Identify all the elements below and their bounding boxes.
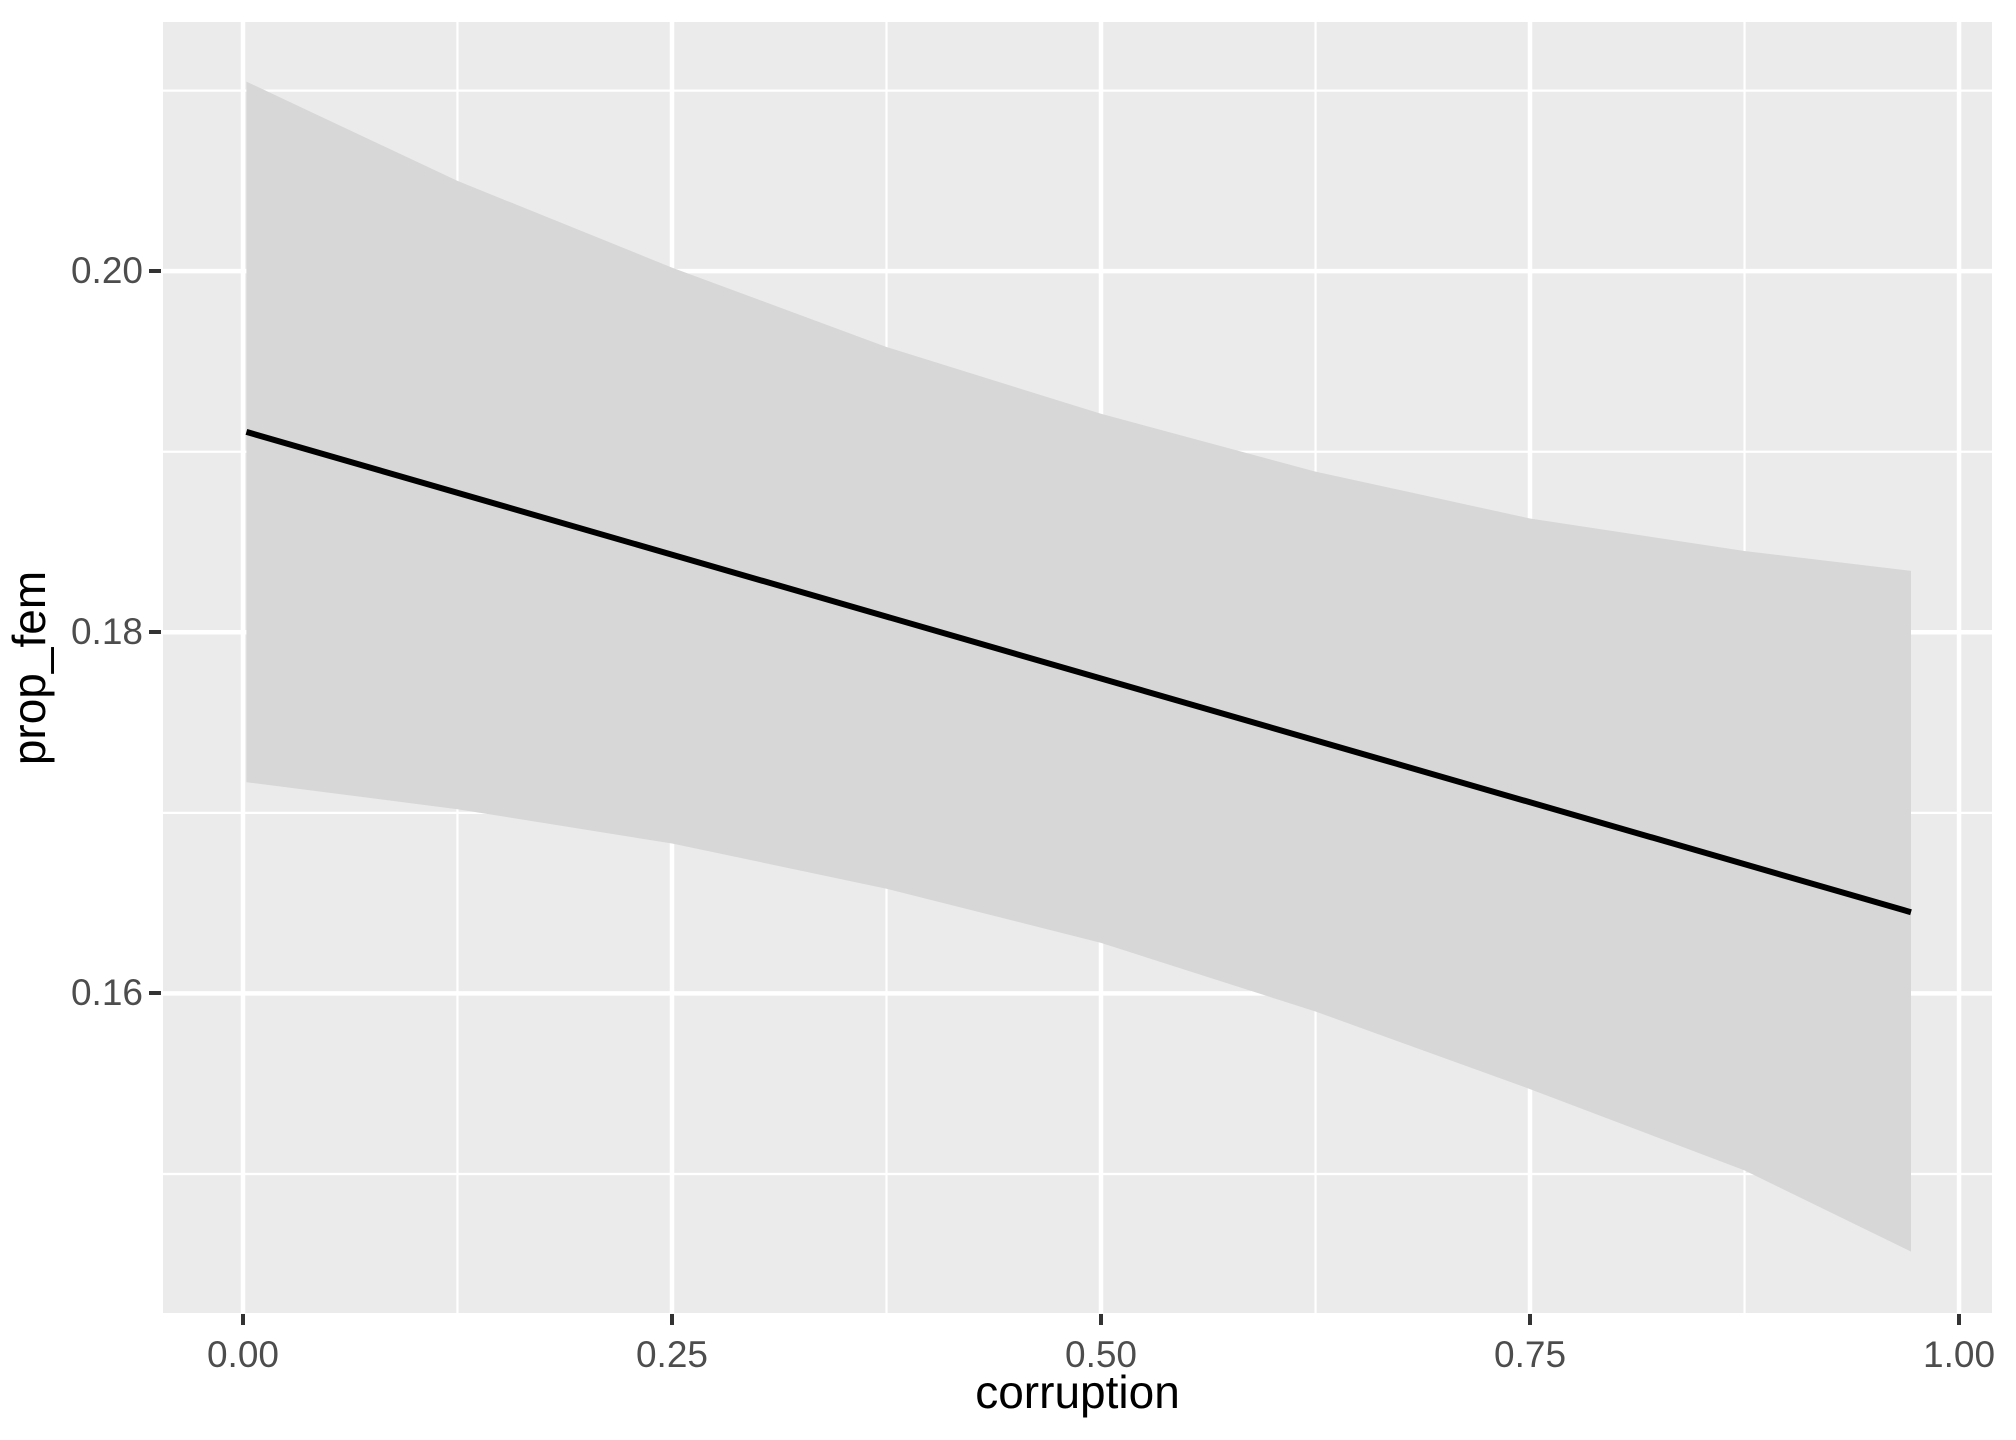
plot-panel (163, 22, 1992, 1313)
y-tick-mark (149, 630, 161, 635)
y-tick-mark (149, 269, 161, 274)
y-tick-label: 0.20 (70, 250, 143, 292)
regression-line (245, 429, 1912, 916)
x-tick-mark (1957, 1314, 1962, 1325)
x-tick-mark (1099, 1314, 1103, 1325)
x-tick-label: 0.00 (206, 1334, 279, 1375)
y-tick-label: 0.16 (70, 972, 143, 1014)
x-tick-mark (240, 1314, 245, 1325)
x-tick-label: 0.75 (1494, 1334, 1567, 1375)
confidence-ribbon (246, 81, 1911, 1252)
x-tick-mark (1528, 1314, 1533, 1325)
x-tick-label: 0.25 (635, 1334, 708, 1375)
x-tick-label: 0.50 (1064, 1334, 1138, 1375)
x-tick-label: 1.00 (1923, 1334, 1996, 1375)
y-tick-mark (149, 991, 161, 996)
y-axis-title: prop_fem (3, 570, 55, 765)
y-tick-label: 0.18 (70, 611, 143, 653)
x-axis-title: corruption (975, 1366, 1180, 1418)
plot-canvas (163, 22, 1992, 1313)
x-tick-mark (669, 1314, 674, 1325)
